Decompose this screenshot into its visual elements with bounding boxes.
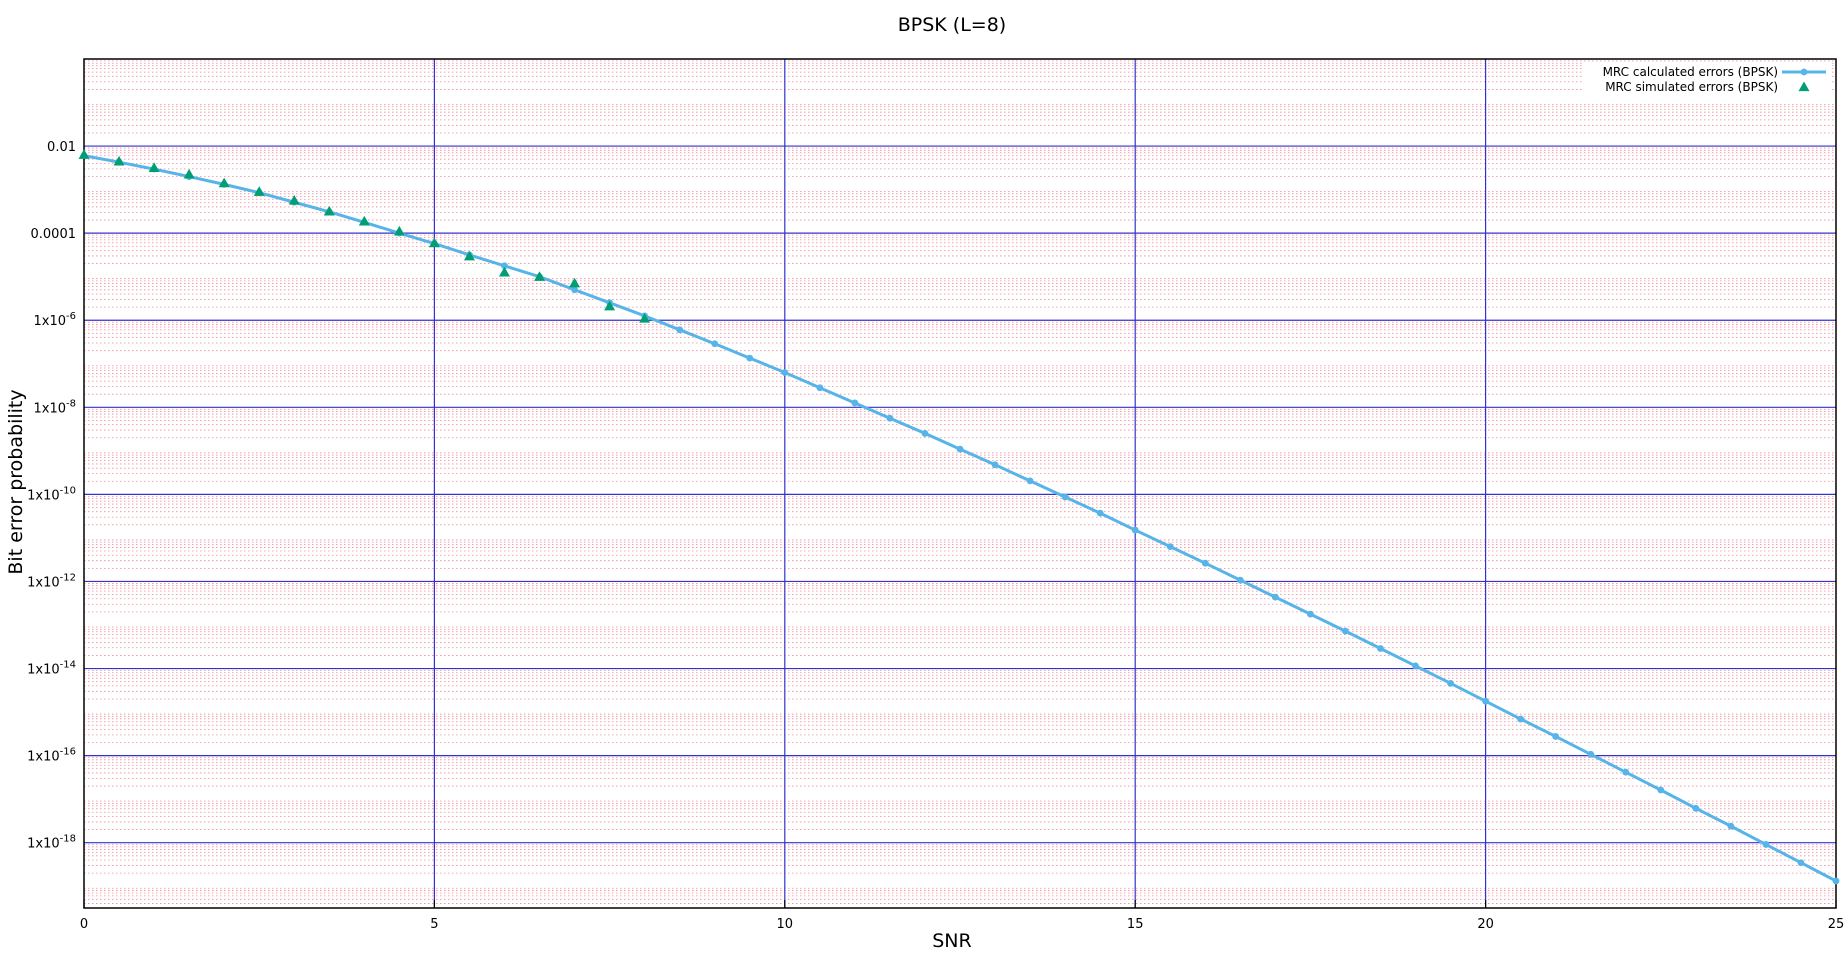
data-point-triangle <box>393 225 405 236</box>
data-point <box>746 354 754 362</box>
data-point <box>1061 493 1069 501</box>
data-point <box>1166 543 1174 551</box>
series-line <box>83 154 1837 883</box>
data-point <box>1342 627 1349 635</box>
data-point-triangle <box>183 168 195 179</box>
y-tick-label: 1x10-8 <box>34 398 77 416</box>
legend-swatch-point <box>1800 68 1808 76</box>
data-point <box>1026 477 1034 485</box>
data-point <box>956 445 964 453</box>
data-point-triangle <box>498 266 510 277</box>
major-grid <box>84 59 1836 908</box>
data-point <box>816 384 824 392</box>
data-point <box>1377 645 1384 652</box>
data-point <box>1587 750 1595 758</box>
data-point <box>1692 804 1700 812</box>
data-point <box>1622 768 1630 776</box>
data-point <box>991 461 999 469</box>
plot-frame <box>83 58 1837 909</box>
minor-grid <box>84 60 1836 904</box>
data-point-triangle <box>78 149 90 159</box>
data-point <box>571 286 578 294</box>
y-tick-label: 1x10-6 <box>34 311 77 329</box>
data-point <box>501 262 508 270</box>
data-point-triangle <box>323 205 335 216</box>
data-point-triangle <box>569 277 581 288</box>
data-point <box>886 414 894 422</box>
data-point <box>781 369 789 376</box>
legend-background <box>1582 62 1832 98</box>
data-point <box>1096 509 1104 517</box>
legend-swatch-triangle <box>1798 81 1810 92</box>
data-point-triangle <box>113 155 125 166</box>
x-tick-label: 0 <box>80 917 88 932</box>
data-point <box>1657 786 1665 794</box>
data-point <box>921 430 929 437</box>
legend-label: MRC calculated errors (BPSK) <box>1603 65 1778 79</box>
y-axis: 0.01 0.0001 1x10-6 1x10-8 1x10-10 1x10-12 1x10… <box>27 140 76 852</box>
y-tick-label: 1x10-14 <box>27 660 76 678</box>
data-point <box>1271 593 1279 601</box>
legend-label: MRC simulated errors (BPSK) <box>1605 80 1778 94</box>
data-point <box>1762 841 1770 848</box>
data-point <box>676 326 684 334</box>
data-point-triangle <box>288 195 300 205</box>
data-point-triangle <box>148 162 160 172</box>
legend: MRC calculated errors (BPSK)MRC simulate… <box>1582 62 1832 98</box>
x-tick-label: 5 <box>430 917 438 932</box>
series-2 <box>78 149 651 323</box>
data-point-triangle <box>463 250 475 261</box>
y-tick-label: 1x10-12 <box>27 572 76 590</box>
data-point-triangle <box>639 312 651 323</box>
data-point <box>1832 877 1840 885</box>
y-tick-label: 1x10-16 <box>27 747 76 765</box>
x-tick-label: 25 <box>1828 917 1845 932</box>
data-point <box>1552 733 1560 740</box>
data-point <box>1236 576 1244 584</box>
y-tick-label: 1x10-10 <box>27 485 76 503</box>
data-point-triangle <box>253 186 265 196</box>
x-tick-label: 10 <box>777 917 794 932</box>
data-point <box>1482 697 1489 705</box>
data-point <box>1201 559 1209 567</box>
y-tick-label: 0.0001 <box>31 227 77 242</box>
data-point <box>1307 610 1314 618</box>
data-point <box>1797 859 1805 867</box>
x-tick-label: 20 <box>1477 917 1494 932</box>
y-tick-label: 0.01 <box>47 140 76 155</box>
x-tick-label: 15 <box>1127 917 1144 932</box>
series-1 <box>80 152 1840 885</box>
data-point <box>711 340 719 348</box>
data-point <box>1447 679 1454 687</box>
data-point <box>1727 822 1735 830</box>
data-point-triangle <box>358 215 370 226</box>
data-point <box>1412 662 1419 670</box>
y-tick-label: 1x10-18 <box>27 834 76 852</box>
series-layer <box>78 149 1840 885</box>
data-point <box>1517 715 1525 723</box>
data-point-triangle <box>428 237 440 248</box>
data-point <box>851 399 859 407</box>
data-point-triangle <box>534 271 546 281</box>
x-axis-label: SNR <box>932 930 971 952</box>
chart-title: BPSK (L=8) <box>898 14 1006 36</box>
data-point-triangle <box>604 300 616 311</box>
x-axis: 0 5 10 15 20 25 <box>80 900 1844 932</box>
data-point <box>1131 526 1139 534</box>
data-point-triangle <box>218 177 230 188</box>
y-axis-label: Bit error probability <box>5 389 27 574</box>
